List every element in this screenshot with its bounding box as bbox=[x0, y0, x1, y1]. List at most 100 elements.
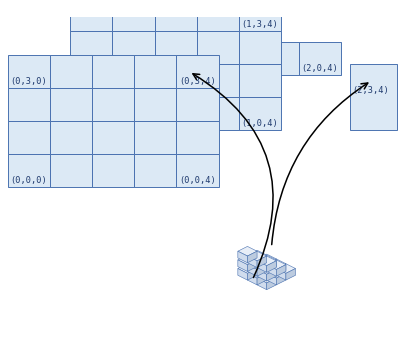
Bar bbox=[134, 154, 177, 187]
Polygon shape bbox=[267, 269, 276, 280]
Polygon shape bbox=[267, 270, 276, 281]
Text: (2,3,4): (2,3,4) bbox=[353, 86, 389, 95]
Bar bbox=[197, 97, 239, 130]
Polygon shape bbox=[257, 270, 267, 281]
Polygon shape bbox=[267, 260, 286, 270]
Bar bbox=[197, 0, 239, 31]
Polygon shape bbox=[257, 256, 276, 266]
Polygon shape bbox=[247, 265, 257, 276]
Bar bbox=[50, 154, 92, 187]
Polygon shape bbox=[238, 255, 257, 265]
Bar bbox=[197, 31, 239, 64]
Bar bbox=[8, 121, 50, 154]
Bar bbox=[112, 64, 155, 97]
Polygon shape bbox=[267, 259, 276, 271]
Polygon shape bbox=[257, 255, 267, 267]
Text: (2,0,0): (2,0,0) bbox=[133, 64, 170, 73]
Bar bbox=[177, 55, 219, 88]
Bar bbox=[8, 154, 50, 187]
Polygon shape bbox=[276, 264, 295, 273]
Polygon shape bbox=[247, 264, 257, 275]
Bar bbox=[239, 64, 281, 97]
Text: (1,3,4): (1,3,4) bbox=[241, 20, 278, 29]
Bar bbox=[177, 121, 219, 154]
Bar bbox=[112, 97, 155, 130]
Text: (1,0,4): (1,0,4) bbox=[241, 119, 278, 128]
Bar bbox=[350, 64, 397, 130]
Bar bbox=[134, 88, 177, 121]
Polygon shape bbox=[267, 278, 276, 290]
Polygon shape bbox=[257, 273, 267, 285]
Bar bbox=[92, 121, 134, 154]
Bar bbox=[215, 42, 257, 75]
Bar bbox=[197, 64, 239, 97]
Polygon shape bbox=[247, 260, 267, 270]
Bar bbox=[50, 88, 92, 121]
Polygon shape bbox=[238, 251, 247, 263]
Polygon shape bbox=[286, 269, 295, 280]
Text: (0,3,4): (0,3,4) bbox=[179, 76, 216, 86]
Bar bbox=[155, 31, 197, 64]
Bar bbox=[134, 55, 177, 88]
Polygon shape bbox=[238, 264, 257, 273]
Bar bbox=[92, 55, 134, 88]
Bar bbox=[257, 42, 299, 75]
Polygon shape bbox=[257, 278, 267, 290]
Bar bbox=[177, 154, 219, 187]
Polygon shape bbox=[257, 259, 267, 271]
Polygon shape bbox=[247, 269, 267, 278]
Bar bbox=[239, 97, 281, 130]
Polygon shape bbox=[257, 273, 276, 283]
Bar bbox=[155, 97, 197, 130]
Polygon shape bbox=[247, 273, 257, 285]
Polygon shape bbox=[238, 269, 247, 280]
Text: (1,0,0): (1,0,0) bbox=[72, 119, 109, 128]
Polygon shape bbox=[257, 255, 276, 265]
Polygon shape bbox=[238, 260, 247, 271]
Polygon shape bbox=[276, 273, 286, 285]
Polygon shape bbox=[257, 265, 276, 274]
Bar bbox=[8, 88, 50, 121]
Bar bbox=[70, 0, 112, 31]
Polygon shape bbox=[247, 269, 257, 280]
Polygon shape bbox=[257, 264, 276, 273]
Polygon shape bbox=[247, 251, 267, 261]
Polygon shape bbox=[247, 256, 257, 268]
Polygon shape bbox=[267, 269, 286, 278]
Text: (2,0,4): (2,0,4) bbox=[302, 64, 338, 73]
Bar bbox=[177, 88, 219, 121]
Polygon shape bbox=[267, 259, 286, 269]
Text: (0,0,0): (0,0,0) bbox=[10, 176, 47, 185]
Polygon shape bbox=[247, 251, 257, 263]
Text: (0,0,4): (0,0,4) bbox=[179, 176, 216, 185]
Polygon shape bbox=[257, 269, 267, 280]
Polygon shape bbox=[247, 250, 267, 260]
Polygon shape bbox=[247, 260, 257, 271]
Bar bbox=[50, 121, 92, 154]
Polygon shape bbox=[257, 265, 267, 276]
Bar bbox=[70, 64, 112, 97]
Bar bbox=[155, 64, 197, 97]
Bar bbox=[92, 154, 134, 187]
Polygon shape bbox=[238, 246, 257, 256]
Polygon shape bbox=[247, 259, 267, 269]
Bar bbox=[131, 42, 173, 75]
Polygon shape bbox=[267, 264, 276, 275]
Bar bbox=[70, 31, 112, 64]
Polygon shape bbox=[267, 261, 276, 272]
Polygon shape bbox=[276, 265, 286, 276]
Bar bbox=[92, 88, 134, 121]
Bar bbox=[50, 55, 92, 88]
Polygon shape bbox=[276, 269, 286, 280]
Polygon shape bbox=[276, 264, 286, 275]
Polygon shape bbox=[267, 265, 276, 276]
Bar bbox=[70, 97, 112, 130]
Polygon shape bbox=[247, 255, 257, 267]
Polygon shape bbox=[267, 260, 276, 271]
Bar bbox=[299, 42, 341, 75]
Polygon shape bbox=[257, 260, 267, 271]
Bar bbox=[8, 55, 50, 88]
Polygon shape bbox=[257, 254, 276, 264]
Bar bbox=[173, 42, 215, 75]
Polygon shape bbox=[257, 261, 267, 272]
